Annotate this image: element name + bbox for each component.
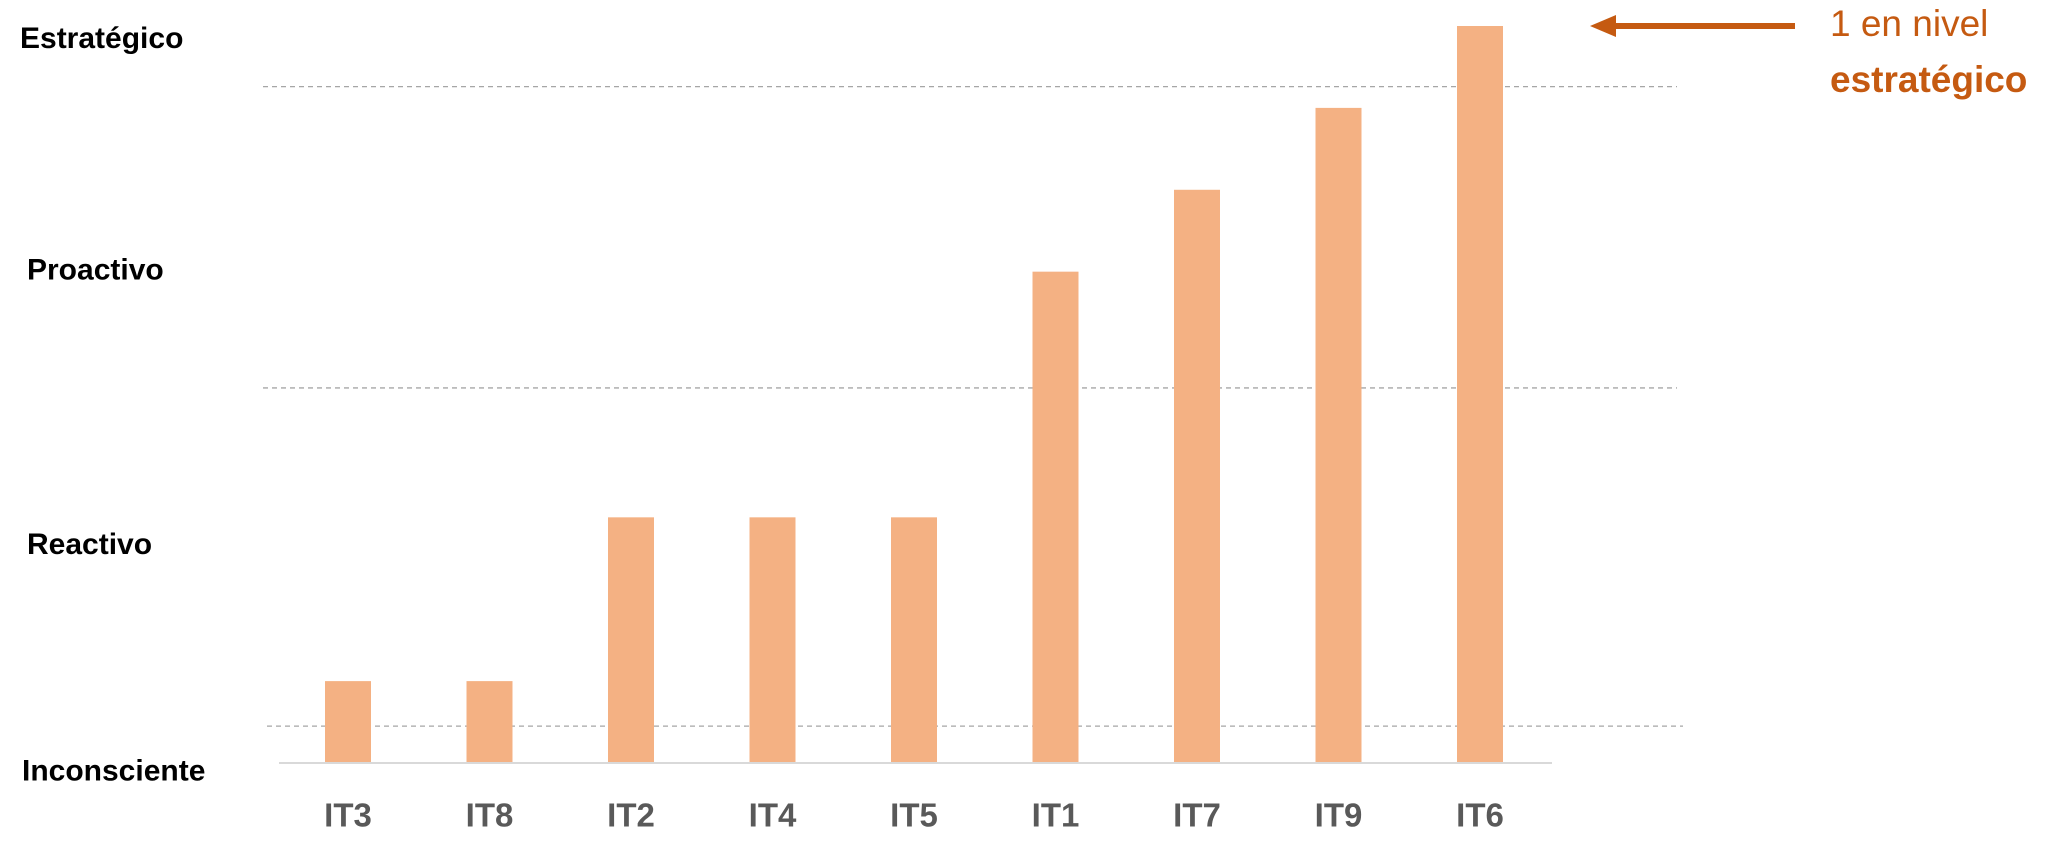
x-tick-label: IT6: [1456, 797, 1504, 834]
x-tick-label: IT2: [607, 797, 655, 834]
annotation-arrowhead: [1590, 15, 1616, 37]
bar: [1457, 26, 1503, 763]
y-tick-label: Inconsciente: [22, 755, 205, 788]
bar: [1032, 271, 1079, 763]
bar: [325, 681, 371, 763]
annotation-text: 1 en nivel: [1830, 3, 1988, 44]
bar: [608, 517, 654, 763]
x-tick-label: IT5: [890, 797, 938, 834]
y-tick-label: Estratégico: [20, 22, 183, 55]
bar: [466, 681, 513, 763]
annotation-emphasis: estratégico: [1830, 59, 2027, 100]
y-tick-label: Proactivo: [27, 254, 164, 287]
x-tick-label: IT3: [324, 797, 372, 834]
bar: [891, 517, 937, 763]
x-tick-label: IT7: [1173, 797, 1221, 834]
bar: [1174, 189, 1220, 763]
x-tick-label: IT4: [749, 797, 797, 834]
bar: [1315, 107, 1362, 763]
x-tick-label: IT1: [1032, 797, 1080, 834]
x-tick-label: IT9: [1315, 797, 1363, 834]
x-tick-label: IT8: [466, 797, 514, 834]
y-tick-label: Reactivo: [27, 528, 152, 561]
bar: [749, 517, 796, 763]
